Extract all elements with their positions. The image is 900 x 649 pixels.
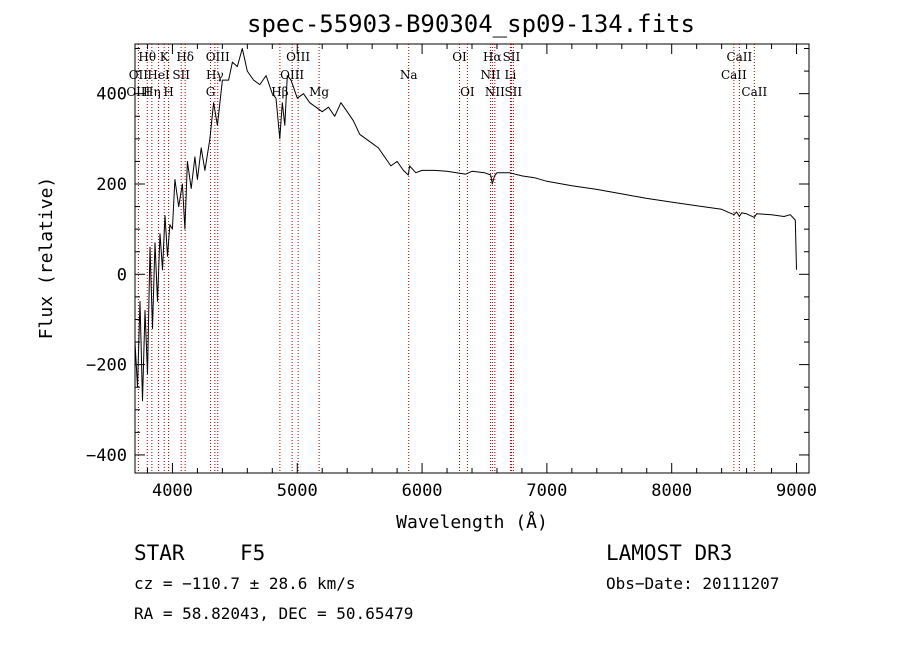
x-tick-label: 9000 (776, 481, 817, 501)
line-label: Hα (483, 50, 502, 64)
spectral-line-labels: Hθ OII OIII K HeI Hη Hδ SII H OIII Hγ G Hβ OIII OIII Mg… (126, 50, 767, 99)
line-label: OIII (286, 50, 310, 64)
line-label: H (163, 85, 173, 99)
object-class: STAR (134, 541, 185, 565)
x-tick-label: 7000 (526, 481, 567, 501)
line-label: Li (505, 68, 517, 82)
x-tick-label: 4000 (152, 481, 193, 501)
line-label: Hβ (271, 85, 288, 99)
line-label: OII (129, 68, 149, 82)
line-label: Hθ (138, 50, 156, 64)
x-tick-label: 8000 (651, 481, 692, 501)
line-label: OIII (126, 85, 150, 99)
survey-name: LAMOST DR3 (606, 541, 732, 565)
line-label: SII (504, 85, 522, 99)
line-label: SII (503, 50, 521, 64)
y-tick-label: 400 (96, 85, 127, 105)
y-tick-label: 0 (117, 265, 127, 285)
line-label: OIII (280, 68, 304, 82)
line-label: Na (400, 68, 418, 82)
x-tick-label: 6000 (402, 481, 443, 501)
line-label: CaII (741, 85, 767, 99)
line-label: G (206, 85, 216, 99)
plot-frame (134, 43, 810, 474)
line-label: Hγ (206, 68, 224, 82)
line-label: OI (460, 85, 475, 99)
redshift-cz: cz = −110.7 ± 28.6 km/s (134, 574, 356, 593)
line-label: CaII (726, 50, 752, 64)
line-label: K (160, 50, 170, 64)
chart-title: spec-55903-B90304_sp09-134.fits (247, 10, 695, 38)
y-axis-label: Flux (relative) (36, 177, 57, 340)
x-axis-ticks: 4000 5000 6000 7000 8000 9000 (146, 44, 817, 501)
line-label: CaII (721, 68, 747, 82)
x-axis-label: Wavelength (Å) (396, 511, 548, 533)
spectral-line-markers (137, 44, 755, 473)
observation-date: Obs−Date: 20111207 (606, 574, 779, 593)
line-label: Hη (143, 85, 161, 99)
line-label: OIII (206, 50, 230, 64)
y-tick-label: −200 (86, 356, 127, 376)
y-tick-label: 200 (96, 175, 127, 195)
line-label: HeI (147, 68, 170, 82)
ra-dec-coordinates: RA = 58.82043, DEC = 50.65479 (134, 604, 413, 623)
flux-series-line (134, 48, 797, 402)
line-label: NII (485, 85, 505, 99)
line-label: SII (172, 68, 190, 82)
line-label: Mg (309, 85, 329, 99)
y-tick-label: −400 (86, 446, 127, 466)
y-axis-ticks: −400 −200 0 200 400 (86, 48, 809, 466)
line-label: NII (480, 68, 500, 82)
line-label: OI (452, 50, 467, 64)
spectral-subclass: F5 (240, 541, 265, 565)
x-tick-label: 5000 (277, 481, 318, 501)
line-label: Hδ (176, 50, 194, 64)
